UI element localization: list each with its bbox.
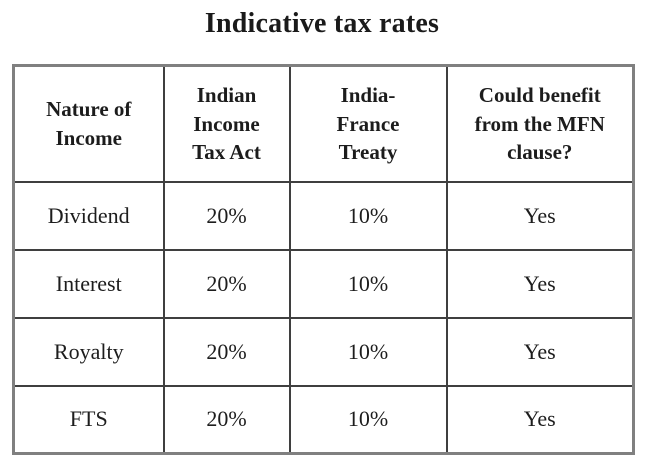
- page-title: Indicative tax rates: [204, 8, 440, 39]
- cell-treaty-rate: 10%: [288, 180, 448, 251]
- cell-income-nature: Dividend: [12, 180, 165, 251]
- header-mfn-benefit: Could benefit from the MFN clause?: [445, 64, 635, 183]
- cell-income-nature: FTS: [12, 384, 165, 455]
- cell-mfn-benefit: Yes: [445, 180, 635, 251]
- cell-income-nature: Royalty: [12, 316, 165, 387]
- cell-mfn-benefit: Yes: [445, 316, 635, 387]
- cell-income-nature: Interest: [12, 248, 165, 319]
- cell-treaty-rate: 10%: [288, 384, 448, 455]
- header-nature-of-income: Nature of Income: [12, 64, 165, 183]
- cell-mfn-benefit: Yes: [445, 384, 635, 455]
- table-row: Royalty 20% 10% Yes: [12, 316, 635, 387]
- cell-treaty-rate: 10%: [288, 248, 448, 319]
- table-row: FTS 20% 10% Yes: [12, 384, 635, 455]
- tax-rates-table: Nature of Income Indian Income Tax Act I…: [12, 64, 635, 455]
- header-india-france-treaty: India- France Treaty: [288, 64, 448, 183]
- header-indian-income-tax-act: Indian Income Tax Act: [162, 64, 291, 183]
- cell-ita-rate: 20%: [162, 316, 291, 387]
- table-row: Interest 20% 10% Yes: [12, 248, 635, 319]
- cell-ita-rate: 20%: [162, 180, 291, 251]
- cell-treaty-rate: 10%: [288, 316, 448, 387]
- table-header-row: Nature of Income Indian Income Tax Act I…: [12, 64, 635, 183]
- table-row: Dividend 20% 10% Yes: [12, 180, 635, 251]
- cell-ita-rate: 20%: [162, 384, 291, 455]
- cell-ita-rate: 20%: [162, 248, 291, 319]
- cell-mfn-benefit: Yes: [445, 248, 635, 319]
